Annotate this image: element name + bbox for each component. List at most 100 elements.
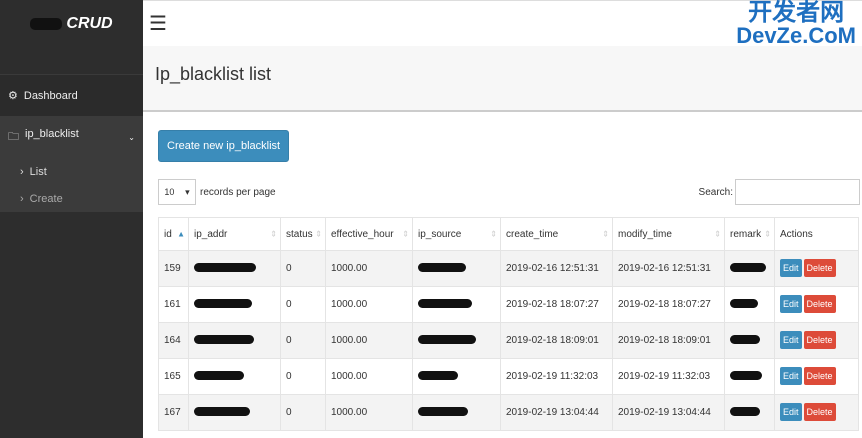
chevron-down-icon: ⌄ xyxy=(128,132,135,142)
chevron-right-icon: › xyxy=(20,192,24,205)
caret-down-icon: ▾ xyxy=(185,186,190,197)
cell-create-time: 2019-02-18 18:07:27 xyxy=(506,299,599,310)
delete-button[interactable]: Delete xyxy=(803,259,836,277)
column-header-actions: Actions xyxy=(774,217,859,251)
column-header-remark[interactable]: remark ⇕ xyxy=(724,217,775,251)
table-row: 159 0 1000.00 2019-02-16 12:51:31 2019-02-16… xyxy=(158,250,859,287)
edit-button[interactable]: Edit xyxy=(780,259,802,277)
column-label: create_time xyxy=(506,228,559,240)
cell-status: 0 xyxy=(286,371,292,382)
cell-create-time: 2019-02-18 18:09:01 xyxy=(506,335,599,346)
page-size-value: 10 xyxy=(164,187,175,197)
column-header-ip-source[interactable]: ip_source ⇕ xyxy=(412,217,501,251)
watermark: 开发者网 DevZe.CoM xyxy=(736,1,856,47)
sort-icon[interactable]: ▲ xyxy=(177,229,185,239)
cell-id: 165 xyxy=(164,371,181,382)
redacted-logo xyxy=(30,18,63,30)
redacted-ip-source xyxy=(418,406,468,416)
column-label: status xyxy=(286,228,313,240)
cell-create-time: 2019-02-19 13:04:44 xyxy=(506,407,599,418)
delete-button[interactable]: Delete xyxy=(803,367,836,385)
cell-effective-hour: 1000.00 xyxy=(331,371,368,382)
cell-status: 0 xyxy=(286,263,292,274)
cell-effective-hour: 1000.00 xyxy=(331,263,368,274)
cell-modify-time: 2019-02-16 12:51:31 xyxy=(618,263,711,274)
delete-button[interactable]: Delete xyxy=(803,331,836,349)
edit-button[interactable]: Edit xyxy=(780,367,802,385)
redacted-ip-addr xyxy=(194,406,250,416)
sidebar-item-label: Dashboard xyxy=(23,89,78,102)
delete-button[interactable]: Delete xyxy=(803,295,836,313)
redacted-ip-source xyxy=(418,262,466,272)
delete-button[interactable]: Delete xyxy=(803,403,836,421)
search-label: Search: xyxy=(698,186,733,198)
logo[interactable]: CRUD xyxy=(0,0,143,48)
main-content: ☰ 开发者网 DevZe.CoM Ip_blacklist list Create… xyxy=(143,0,862,438)
column-header-status[interactable]: status ⇕ xyxy=(280,217,326,251)
cell-id: 159 xyxy=(164,263,181,274)
cell-id: 164 xyxy=(164,335,181,346)
column-header-effective-hour[interactable]: effective_hour ⇕ xyxy=(325,217,413,251)
sort-icon[interactable]: ⇕ xyxy=(490,229,497,239)
column-label: id xyxy=(164,228,172,240)
sort-icon[interactable]: ⇕ xyxy=(270,229,277,239)
sidebar: CRUD ⚙ Dashboard 🗀 ip_blacklist ⌄ › List › Cr… xyxy=(0,0,143,438)
cell-modify-time: 2019-02-18 18:09:01 xyxy=(618,335,711,346)
column-label: ip_source xyxy=(418,228,462,240)
cell-status: 0 xyxy=(286,407,292,418)
sidebar-subitem-label: Create xyxy=(29,192,63,205)
sort-icon[interactable]: ⇕ xyxy=(714,229,721,239)
redacted-ip-source xyxy=(418,334,476,344)
column-header-modify-time[interactable]: modify_time ⇕ xyxy=(612,217,725,251)
watermark-line1: 开发者网 xyxy=(748,0,845,26)
sort-icon[interactable]: ⇕ xyxy=(602,229,609,239)
cell-create-time: 2019-02-19 11:32:03 xyxy=(506,371,599,382)
cell-modify-time: 2019-02-19 11:32:03 xyxy=(618,371,711,382)
column-label: ip_addr xyxy=(194,228,228,240)
search-input[interactable] xyxy=(735,179,860,205)
logo-text: CRUD xyxy=(66,15,113,32)
create-button[interactable]: Create new ip_blacklist xyxy=(158,130,290,162)
cell-effective-hour: 1000.00 xyxy=(331,407,368,418)
sidebar-item-dashboard[interactable]: ⚙ Dashboard xyxy=(0,74,143,116)
edit-button[interactable]: Edit xyxy=(780,331,802,349)
menu-toggle-icon[interactable]: ☰ xyxy=(149,13,167,35)
sidebar-subitem-list[interactable]: › List xyxy=(0,158,143,185)
column-header-ip-addr[interactable]: ip_addr ⇕ xyxy=(188,217,281,251)
table-row: 164 0 1000.00 2019-02-18 18:09:01 2019-02-18… xyxy=(158,322,859,359)
column-label: remark xyxy=(730,228,762,240)
redacted-remark xyxy=(730,262,766,272)
edit-button[interactable]: Edit xyxy=(780,295,802,313)
table-row: 165 0 1000.00 2019-02-19 11:32:03 2019-02-19… xyxy=(158,358,859,395)
dashboard-icon: ⚙ xyxy=(8,90,18,102)
edit-button[interactable]: Edit xyxy=(780,403,802,421)
cell-status: 0 xyxy=(286,299,292,310)
redacted-ip-source xyxy=(418,298,472,308)
sort-icon[interactable]: ⇕ xyxy=(764,229,771,239)
redacted-ip-addr xyxy=(194,262,256,272)
redacted-remark xyxy=(730,406,760,416)
watermark-line2: DevZe.CoM xyxy=(736,23,856,48)
column-header-id[interactable]: id ▲ xyxy=(158,217,189,251)
sidebar-subitem-label: List xyxy=(29,165,47,178)
data-table: id ▲ ip_addr ⇕ status ⇕ effective_hour ⇕ ip_sour… xyxy=(158,217,859,431)
cell-modify-time: 2019-02-19 13:04:44 xyxy=(618,407,711,418)
column-label: Actions xyxy=(780,228,813,240)
cell-id: 167 xyxy=(164,407,181,418)
table-row: 167 0 1000.00 2019-02-19 13:04:44 2019-02-19… xyxy=(158,394,859,431)
records-label: records per page xyxy=(200,186,276,198)
sort-icon[interactable]: ⇕ xyxy=(315,229,322,239)
sidebar-item-label: ip_blacklist xyxy=(25,127,79,140)
redacted-ip-addr xyxy=(194,370,244,380)
column-header-create-time[interactable]: create_time ⇕ xyxy=(500,217,613,251)
sidebar-subitem-create[interactable]: › Create xyxy=(0,185,143,212)
table-row: 161 0 1000.00 2019-02-18 18:07:27 2019-02-18… xyxy=(158,286,859,323)
column-label: modify_time xyxy=(618,228,672,240)
sidebar-item-ip-blacklist[interactable]: 🗀 ip_blacklist ⌄ xyxy=(0,116,143,158)
redacted-remark xyxy=(730,370,762,380)
sort-icon[interactable]: ⇕ xyxy=(402,229,409,239)
redacted-ip-addr xyxy=(194,298,252,308)
page-size-select[interactable]: 10 ▾ xyxy=(158,179,196,205)
cell-create-time: 2019-02-16 12:51:31 xyxy=(506,263,599,274)
cell-effective-hour: 1000.00 xyxy=(331,299,368,310)
